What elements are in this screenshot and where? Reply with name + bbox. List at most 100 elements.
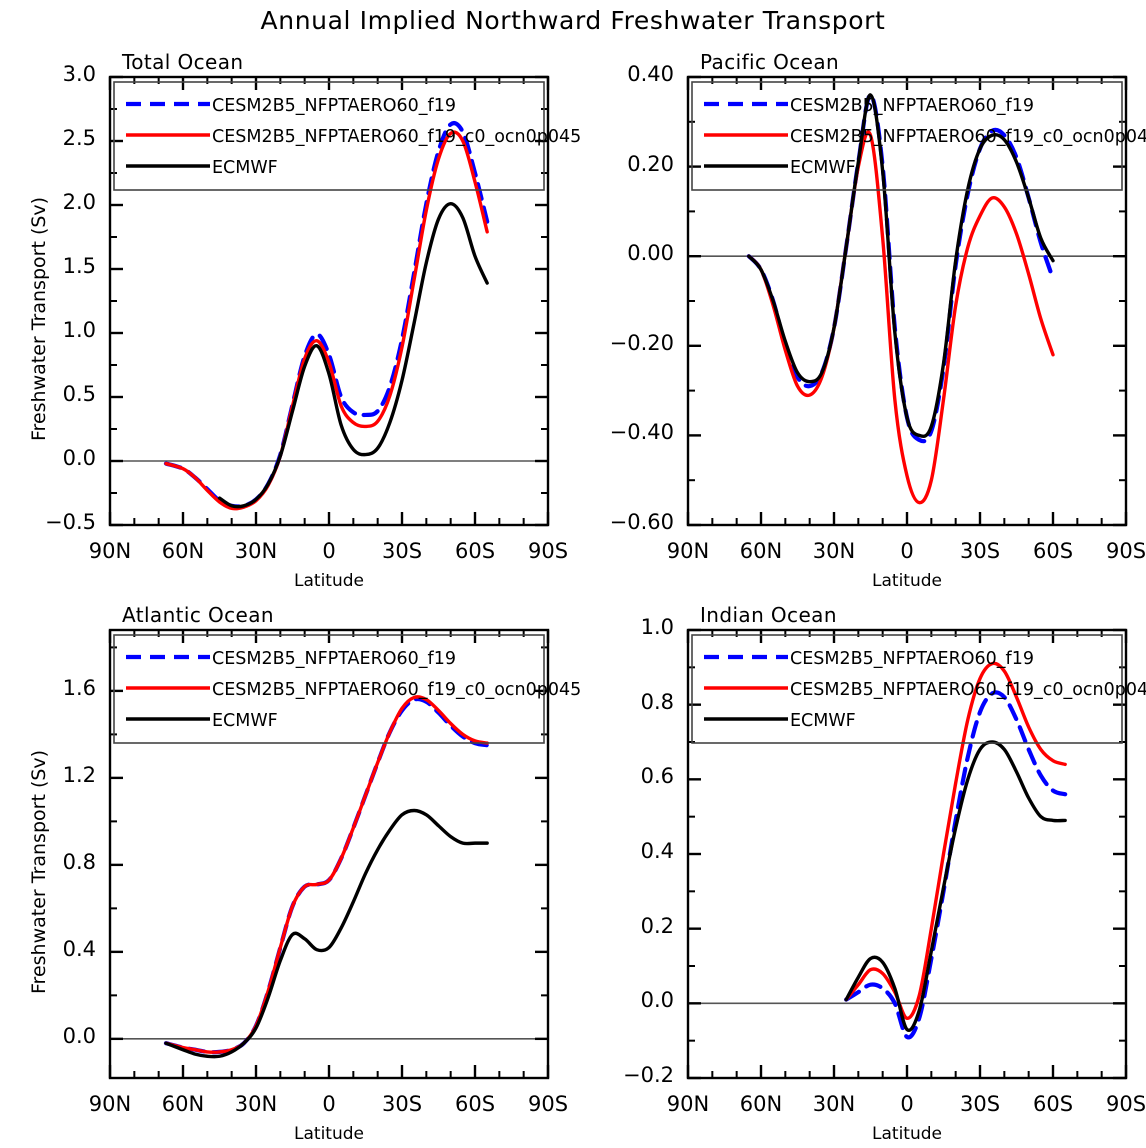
y-tick-label: −0.5 (45, 510, 96, 534)
x-tick-label: 30N (234, 1092, 278, 1116)
series-line (844, 661, 1067, 1020)
x-tick-label: 30N (234, 539, 278, 563)
y-tick-label: 0.0 (62, 1023, 96, 1048)
series-line (844, 690, 1068, 1040)
y-tick-label: 3.0 (62, 62, 96, 86)
y-tick-label: −0.60 (609, 510, 674, 534)
legend-label: CESM2B5_NFPTAERO60_f19 (212, 96, 456, 116)
series-line (217, 202, 489, 509)
series-line (747, 93, 1055, 439)
x-tick-label: 60N (161, 539, 205, 563)
y-tick-label: 0.4 (62, 936, 96, 961)
legend-label: CESM2B5_NFPTAERO60_f19_c0_ocn0p045 (212, 680, 581, 700)
y-tick-label: −0.20 (609, 330, 674, 355)
legend-label: ECMWF (790, 158, 856, 178)
x-tick-label: 0 (900, 1092, 914, 1116)
series-line (164, 130, 489, 511)
x-tick-label: 60S (1032, 1092, 1074, 1116)
legend-label: ECMWF (212, 711, 278, 731)
panel-title: Indian Ocean (700, 603, 837, 627)
x-tick-label: 90N (666, 539, 710, 563)
x-tick-label: 0 (900, 539, 914, 563)
x-tick-label: 30S (959, 539, 1001, 563)
y-tick-label: 1.5 (62, 254, 96, 278)
y-tick-label: 1.0 (640, 615, 674, 639)
series-line (164, 808, 489, 1059)
x-tick-label: 60N (161, 1092, 205, 1116)
legend-label: CESM2B5_NFPTAERO60_f19 (790, 649, 1034, 669)
x-tick-label: 90N (666, 1092, 710, 1116)
y-tick-label: 1.6 (62, 675, 96, 700)
series-group (163, 695, 490, 1059)
panel-title: Total Ocean (122, 50, 244, 74)
legend-box (113, 634, 545, 744)
x-tick-label: 90S (1105, 539, 1146, 563)
panel-title: Pacific Ocean (700, 50, 840, 74)
x-axis-label: Latitude (872, 1124, 942, 1144)
y-tick-label: −0.2 (623, 1063, 674, 1087)
y-tick-label: 0.8 (62, 849, 96, 874)
x-tick-label: 60N (739, 539, 783, 563)
legend-label: CESM2B5_NFPTAERO60_f19_c0_ocn0p045 (790, 127, 1146, 147)
y-tick-label: −0.40 (609, 420, 674, 445)
legend-label: ECMWF (212, 158, 278, 178)
x-tick-label: 90N (88, 539, 132, 563)
legend-label: CESM2B5_NFPTAERO60_f19 (212, 649, 456, 669)
x-tick-label: 60S (454, 539, 496, 563)
y-tick-label: 1.2 (62, 762, 96, 787)
series-group (844, 661, 1068, 1040)
legend-label: CESM2B5_NFPTAERO60_f19_c0_ocn0p045 (790, 680, 1146, 700)
x-tick-label: 90S (527, 1092, 569, 1116)
series-line (747, 130, 1055, 505)
x-axis-label: Latitude (294, 1124, 364, 1144)
panel-title: Atlantic Ocean (122, 603, 274, 627)
x-tick-label: 0 (322, 539, 336, 563)
x-tick-label: 30S (959, 1092, 1001, 1116)
y-tick-label: 0.40 (627, 62, 674, 86)
series-group (163, 120, 490, 511)
series-line (844, 740, 1067, 1032)
x-tick-label: 60N (739, 1092, 783, 1116)
series-group (746, 92, 1056, 505)
x-tick-label: 0 (322, 1092, 336, 1116)
y-tick-label: 0.20 (627, 151, 674, 176)
y-tick-label: 0.2 (640, 913, 674, 938)
y-tick-label: 0.8 (640, 689, 674, 714)
y-tick-label: 0.00 (627, 241, 674, 266)
x-tick-label: 30N (812, 1092, 856, 1116)
x-tick-label: 30S (381, 539, 423, 563)
y-tick-label: 0.6 (640, 764, 674, 789)
x-tick-label: 90S (1105, 1092, 1146, 1116)
y-tick-label: 2.5 (62, 126, 96, 150)
legend-label: CESM2B5_NFPTAERO60_f19_c0_ocn0p045 (212, 127, 581, 147)
x-tick-label: 60S (454, 1092, 496, 1116)
legend-label: CESM2B5_NFPTAERO60_f19 (790, 96, 1034, 116)
x-tick-label: 30N (812, 539, 856, 563)
x-tick-label: 60S (1032, 539, 1074, 563)
x-tick-label: 90S (527, 539, 569, 563)
y-tick-label: 0.4 (640, 839, 674, 863)
x-axis-label: Latitude (872, 571, 942, 591)
x-tick-label: 90N (88, 1092, 132, 1116)
x-tick-label: 30S (381, 1092, 423, 1116)
legend-label: ECMWF (790, 711, 856, 731)
figure-title: Annual Implied Northward Freshwater Tran… (260, 6, 886, 35)
y-tick-label: 0.0 (640, 988, 674, 1013)
series-line (164, 695, 489, 1054)
legend-box (113, 81, 545, 191)
y-tick-label: 2.0 (62, 190, 96, 214)
y-tick-label: 0.0 (62, 446, 96, 470)
legend-box (691, 634, 1123, 744)
x-axis-label: Latitude (294, 571, 364, 591)
y-tick-label: 0.5 (62, 382, 96, 406)
legend-box (691, 81, 1123, 191)
